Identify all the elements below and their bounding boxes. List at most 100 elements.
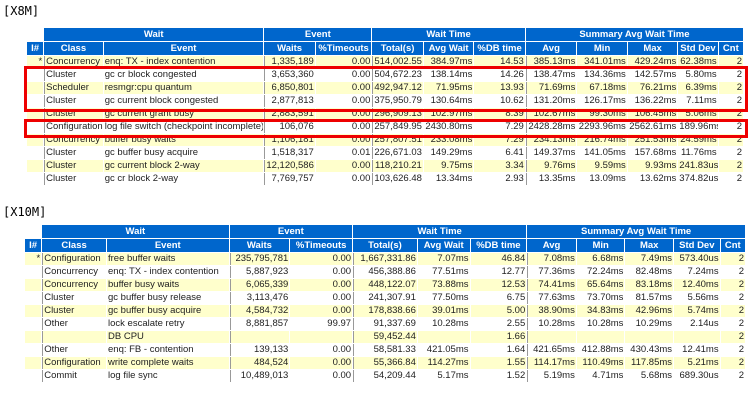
cell-event: buffer busy waits <box>103 134 264 146</box>
column-header[interactable]: I# <box>27 42 44 55</box>
cell-cnt: 2 <box>738 344 744 355</box>
column-header[interactable]: %DB time <box>474 42 525 55</box>
column-header[interactable]: Total(s) <box>372 42 423 55</box>
cell-cnt: 2 <box>738 370 744 381</box>
cell-i <box>27 82 44 94</box>
cell-cnt: 2 <box>736 69 742 80</box>
cell-min: 126.17ms <box>584 95 626 106</box>
column-header[interactable]: Std Dev <box>678 42 718 55</box>
column-header[interactable]: Avg <box>527 239 576 252</box>
column-header[interactable]: Avg <box>525 42 577 55</box>
cell-min: 73.70ms <box>587 292 624 303</box>
group-header: Wait <box>44 28 264 41</box>
cell-class: Configuration <box>42 357 106 369</box>
table-row: Cluster gc current grant busy 2,883,591 0.0… <box>27 108 743 120</box>
cell-timeouts: 0.00 <box>290 253 353 265</box>
column-header[interactable]: Avg Wait <box>423 42 474 55</box>
cell-avg: 102.67ms <box>525 108 577 120</box>
cell-min: 13.09ms <box>589 173 626 184</box>
cell-min: 412.88ms <box>581 344 624 355</box>
column-header[interactable]: Max <box>627 42 678 55</box>
column-header[interactable]: Min <box>577 42 627 55</box>
table-row: Cluster gc buffer busy acquire 4,584,732 0.… <box>25 305 745 317</box>
cell-max: 13.62ms <box>639 173 677 184</box>
cell-max: 76.21ms <box>627 82 678 94</box>
cell-cnt: 2 <box>718 56 743 68</box>
cell-total-s: 54,209.44 <box>353 370 417 382</box>
cell-event: buffer busy waits <box>107 279 229 291</box>
cell-std-dev: 5.21ms <box>674 357 720 369</box>
cell-event: enq: FB - contention <box>108 344 194 355</box>
table-row: * Concurrency enq: TX - index contention 1,… <box>27 56 743 68</box>
table-row: Concurrency enq: TX - index contention 5,8… <box>25 266 745 278</box>
column-header[interactable]: Avg Wait <box>417 239 470 252</box>
table-row: Configuration log file switch (checkpoint… <box>27 121 743 133</box>
cell-std-dev: 5.80ms <box>685 69 717 80</box>
column-header[interactable]: %Timeouts <box>290 239 353 252</box>
cell-max: 117.85ms <box>625 357 674 369</box>
column-header[interactable]: Cnt <box>718 42 743 55</box>
column-header[interactable]: Max <box>625 239 674 252</box>
column-header[interactable]: Class <box>44 42 103 55</box>
cell-avg-wait: 77.50ms <box>432 292 469 303</box>
cell-timeouts: 0.00 <box>351 95 371 106</box>
cell-db-time: 12.77 <box>501 266 526 277</box>
cell-avg: 385.13ms <box>525 56 577 68</box>
cell-timeouts: 0.00 <box>290 279 353 291</box>
cell-max: 7.49ms <box>625 253 674 265</box>
group-header: Event <box>229 225 353 238</box>
table-row: Cluster gc current block 2-way 12,120,586 0… <box>27 160 743 172</box>
cell-waits: 2,883,591 <box>264 108 315 120</box>
cell-class: Concurrency <box>44 134 103 146</box>
cell-total-s: 1,667,331.86 <box>353 253 417 265</box>
column-header[interactable]: %DB time <box>470 239 527 252</box>
column-header[interactable]: Class <box>42 239 106 252</box>
cell-class: Other <box>42 344 106 356</box>
cell-avg: 7.08ms <box>527 253 576 265</box>
wait-events-table-x10m: Wait Event Wait Time Summary Avg Wait Time I… <box>24 224 746 383</box>
column-header[interactable]: %Timeouts <box>315 42 372 55</box>
column-header[interactable]: Cnt <box>720 239 745 252</box>
cell-avg <box>527 331 576 343</box>
cell-db-time: 14.53 <box>474 56 525 68</box>
column-header[interactable]: Event <box>103 42 264 55</box>
cell-max: 9.93ms <box>627 160 678 172</box>
cell-waits: 1,335,189 <box>264 56 315 68</box>
cell-total-s: 514,002.55 <box>372 56 423 68</box>
cell-max: 136.22ms <box>634 95 677 106</box>
table-row: Cluster gc buffer busy release 3,113,476 0.… <box>25 292 745 304</box>
column-header[interactable]: I# <box>25 239 42 252</box>
cell-std-dev: 689.30us <box>679 370 719 381</box>
section-label-x8m: [X8M] <box>3 4 40 18</box>
cell-timeouts: 0.00 <box>332 370 352 381</box>
column-header[interactable]: Min <box>576 239 625 252</box>
column-header[interactable]: Std Dev <box>674 239 720 252</box>
cell-class: Cluster <box>44 108 103 120</box>
column-header[interactable]: Waits <box>229 239 290 252</box>
cell-max <box>625 331 674 343</box>
cell-total-s: 103,626.48 <box>372 173 422 185</box>
table-row: * Configuration free buffer waits 235,795,7… <box>25 253 745 265</box>
cell-db-time: 5.00 <box>470 305 527 317</box>
group-header: Wait Time <box>372 28 525 41</box>
cell-waits: 3,653,360 <box>264 69 314 81</box>
cell-avg: 74.41ms <box>527 279 576 291</box>
cell-event: gc cr block congested <box>104 69 197 80</box>
cell-max: 251.53ms <box>627 134 678 146</box>
cell-class: Cluster <box>44 173 103 185</box>
cell-total-s: 91,337.69 <box>353 318 417 330</box>
cell-db-time: 1.52 <box>506 370 526 381</box>
cell-event: gc current block congested <box>104 95 219 106</box>
cell-avg-wait: 9.75ms <box>423 160 474 172</box>
cell-avg-wait: 2430.80ms <box>425 121 473 132</box>
cell-event: log file sync <box>108 370 158 381</box>
cell-class: Cluster <box>42 305 106 317</box>
table-row: Configuration write complete waits 484,524… <box>25 357 745 369</box>
cell-i <box>27 95 43 107</box>
table-row: Scheduler resmgr:cpu quantum 6,850,801 0.00… <box>27 82 743 94</box>
cell-avg-wait: 10.28ms <box>432 318 469 329</box>
column-header[interactable]: Waits <box>264 42 315 55</box>
column-header[interactable]: Total(s) <box>353 239 417 252</box>
column-header[interactable]: Event <box>107 239 229 252</box>
group-header: Event <box>264 28 372 41</box>
